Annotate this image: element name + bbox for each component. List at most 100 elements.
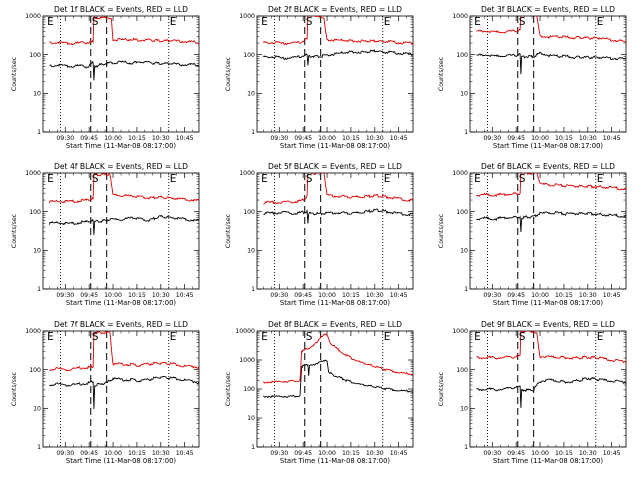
x-tick-label: 10:45 [603, 450, 621, 457]
interval-marker-e: E [384, 331, 391, 343]
interval-marker-e: E [474, 16, 481, 28]
panel-title: Det 2f BLACK = Events, RED = LLD [268, 5, 402, 14]
y-tick-label: 1 [464, 444, 468, 451]
x-tick-label: 10:15 [555, 292, 573, 299]
x-axis-title: Start Time (11-Mar-08 08:17:00) [280, 299, 390, 307]
x-tick-label: 09:30 [270, 292, 288, 299]
chart-panel-4: Det 4f BLACK = Events, RED = LLD 1 10 100 10… [11, 162, 200, 307]
x-tick-label: 10:00 [531, 292, 549, 299]
y-tick-label: 1 [251, 129, 255, 136]
interval-marker-e: E [170, 173, 177, 185]
interval-marker-s: S [306, 16, 313, 28]
x-tick-label: 10:00 [318, 292, 336, 299]
x-tick-label: 09:45 [80, 292, 98, 299]
interval-marker-e: E [384, 16, 391, 28]
x-tick-label: 10:30 [579, 292, 597, 299]
series-line-lld [48, 173, 199, 204]
x-tick-label: 09:45 [80, 450, 98, 457]
y-tick-label: 100 [243, 52, 255, 59]
x-tick-label: 10:00 [104, 135, 122, 142]
interval-marker-e: E [384, 173, 391, 185]
x-tick-label: 10:15 [342, 450, 360, 457]
x-tick-label: 10:15 [128, 450, 146, 457]
x-axis-title: Start Time (11-Mar-08 08:17:00) [66, 457, 176, 465]
series-line-lld [263, 173, 413, 205]
y-tick-label: 1 [37, 286, 41, 293]
x-tick-label: 09:30 [483, 292, 501, 299]
interval-marker-e: E [170, 331, 177, 343]
x-axis-title: Start Time (11-Mar-08 08:17:00) [493, 142, 603, 150]
x-axis-title: Start Time (11-Mar-08 08:17:00) [280, 457, 390, 465]
x-tick-label: 09:45 [294, 450, 312, 457]
x-tick-label: 09:45 [507, 450, 525, 457]
series-line-events [48, 214, 199, 235]
chart-panel-8: Det 8f BLACK = Events, RED = LLD 1 10 100 10… [225, 320, 414, 465]
y-tick-label: 1000 [239, 13, 255, 20]
plot-frame [256, 330, 414, 448]
plot-frame [42, 15, 200, 133]
series-line-lld [49, 331, 199, 372]
y-tick-label: 10 [460, 91, 468, 98]
series-line-events [49, 60, 199, 81]
y-axis-title: Counts/sec [225, 213, 232, 248]
plot-frame [469, 172, 627, 290]
panel-title: Det 3f BLACK = Events, RED = LLD [481, 5, 615, 14]
y-tick-label: 1000 [239, 357, 255, 364]
x-tick-label: 10:15 [128, 292, 146, 299]
y-tick-label: 100 [29, 209, 41, 216]
chart-panel-6: Det 6f BLACK = Events, RED = LLD 1 10 100 10… [438, 162, 627, 307]
x-tick-label: 09:30 [56, 450, 74, 457]
y-tick-label: 100 [243, 386, 255, 393]
series-line-lld [263, 333, 413, 384]
x-tick-label: 10:00 [318, 135, 336, 142]
x-tick-label: 10:45 [176, 292, 194, 299]
x-tick-label: 10:15 [342, 292, 360, 299]
x-tick-label: 10:30 [579, 450, 597, 457]
y-axis-title: Counts/sec [438, 56, 445, 91]
chart-panel-3: Det 3f BLACK = Events, RED = LLD 1 10 100 10… [438, 5, 627, 150]
y-tick-label: 1 [464, 129, 468, 136]
y-tick-label: 10 [460, 406, 468, 413]
plot-frame [469, 15, 627, 133]
x-tick-label: 10:15 [342, 135, 360, 142]
interval-marker-e: E [474, 331, 481, 343]
series-line-lld [476, 173, 626, 198]
x-tick-label: 09:30 [270, 135, 288, 142]
x-tick-label: 10:00 [318, 450, 336, 457]
series-line-lld [476, 331, 626, 364]
x-tick-label: 10:00 [104, 292, 122, 299]
y-tick-label: 1000 [452, 170, 468, 177]
y-tick-label: 100 [243, 209, 255, 216]
x-tick-label: 09:45 [294, 292, 312, 299]
x-tick-label: 10:45 [390, 450, 408, 457]
y-tick-label: 100 [29, 52, 41, 59]
x-tick-label: 10:00 [104, 450, 122, 457]
y-tick-label: 10000 [235, 328, 255, 335]
x-tick-label: 10:30 [366, 135, 384, 142]
interval-marker-s: S [92, 16, 99, 28]
series-line-events [263, 48, 413, 66]
chart-panel-5: Det 5f BLACK = Events, RED = LLD 1 10 100 10… [225, 162, 414, 307]
x-tick-label: 09:30 [270, 450, 288, 457]
x-tick-label: 09:45 [507, 292, 525, 299]
x-tick-label: 10:30 [152, 292, 170, 299]
chart-panel-7: Det 7f BLACK = Events, RED = LLD 1 10 100 10… [11, 320, 200, 465]
x-tick-label: 10:15 [555, 450, 573, 457]
x-tick-label: 10:45 [176, 450, 194, 457]
x-tick-label: 09:30 [483, 135, 501, 142]
series-line-events [263, 359, 413, 399]
x-axis-title: Start Time (11-Mar-08 08:17:00) [493, 457, 603, 465]
panel-title: Det 4f BLACK = Events, RED = LLD [54, 162, 188, 171]
y-axis-title: Counts/sec [11, 213, 18, 248]
y-tick-label: 10 [33, 248, 41, 255]
y-axis-title: Counts/sec [438, 371, 445, 406]
y-axis-title: Counts/sec [11, 56, 18, 91]
y-tick-label: 1 [37, 129, 41, 136]
interval-marker-e: E [47, 173, 54, 185]
interval-marker-e: E [597, 331, 604, 343]
x-axis-title: Start Time (11-Mar-08 08:17:00) [66, 299, 176, 307]
interval-marker-s: S [519, 173, 526, 185]
chart-panel-1: Det 1f BLACK = Events, RED = LLD 1 10 100 10… [11, 5, 200, 150]
y-tick-label: 1000 [25, 13, 41, 20]
